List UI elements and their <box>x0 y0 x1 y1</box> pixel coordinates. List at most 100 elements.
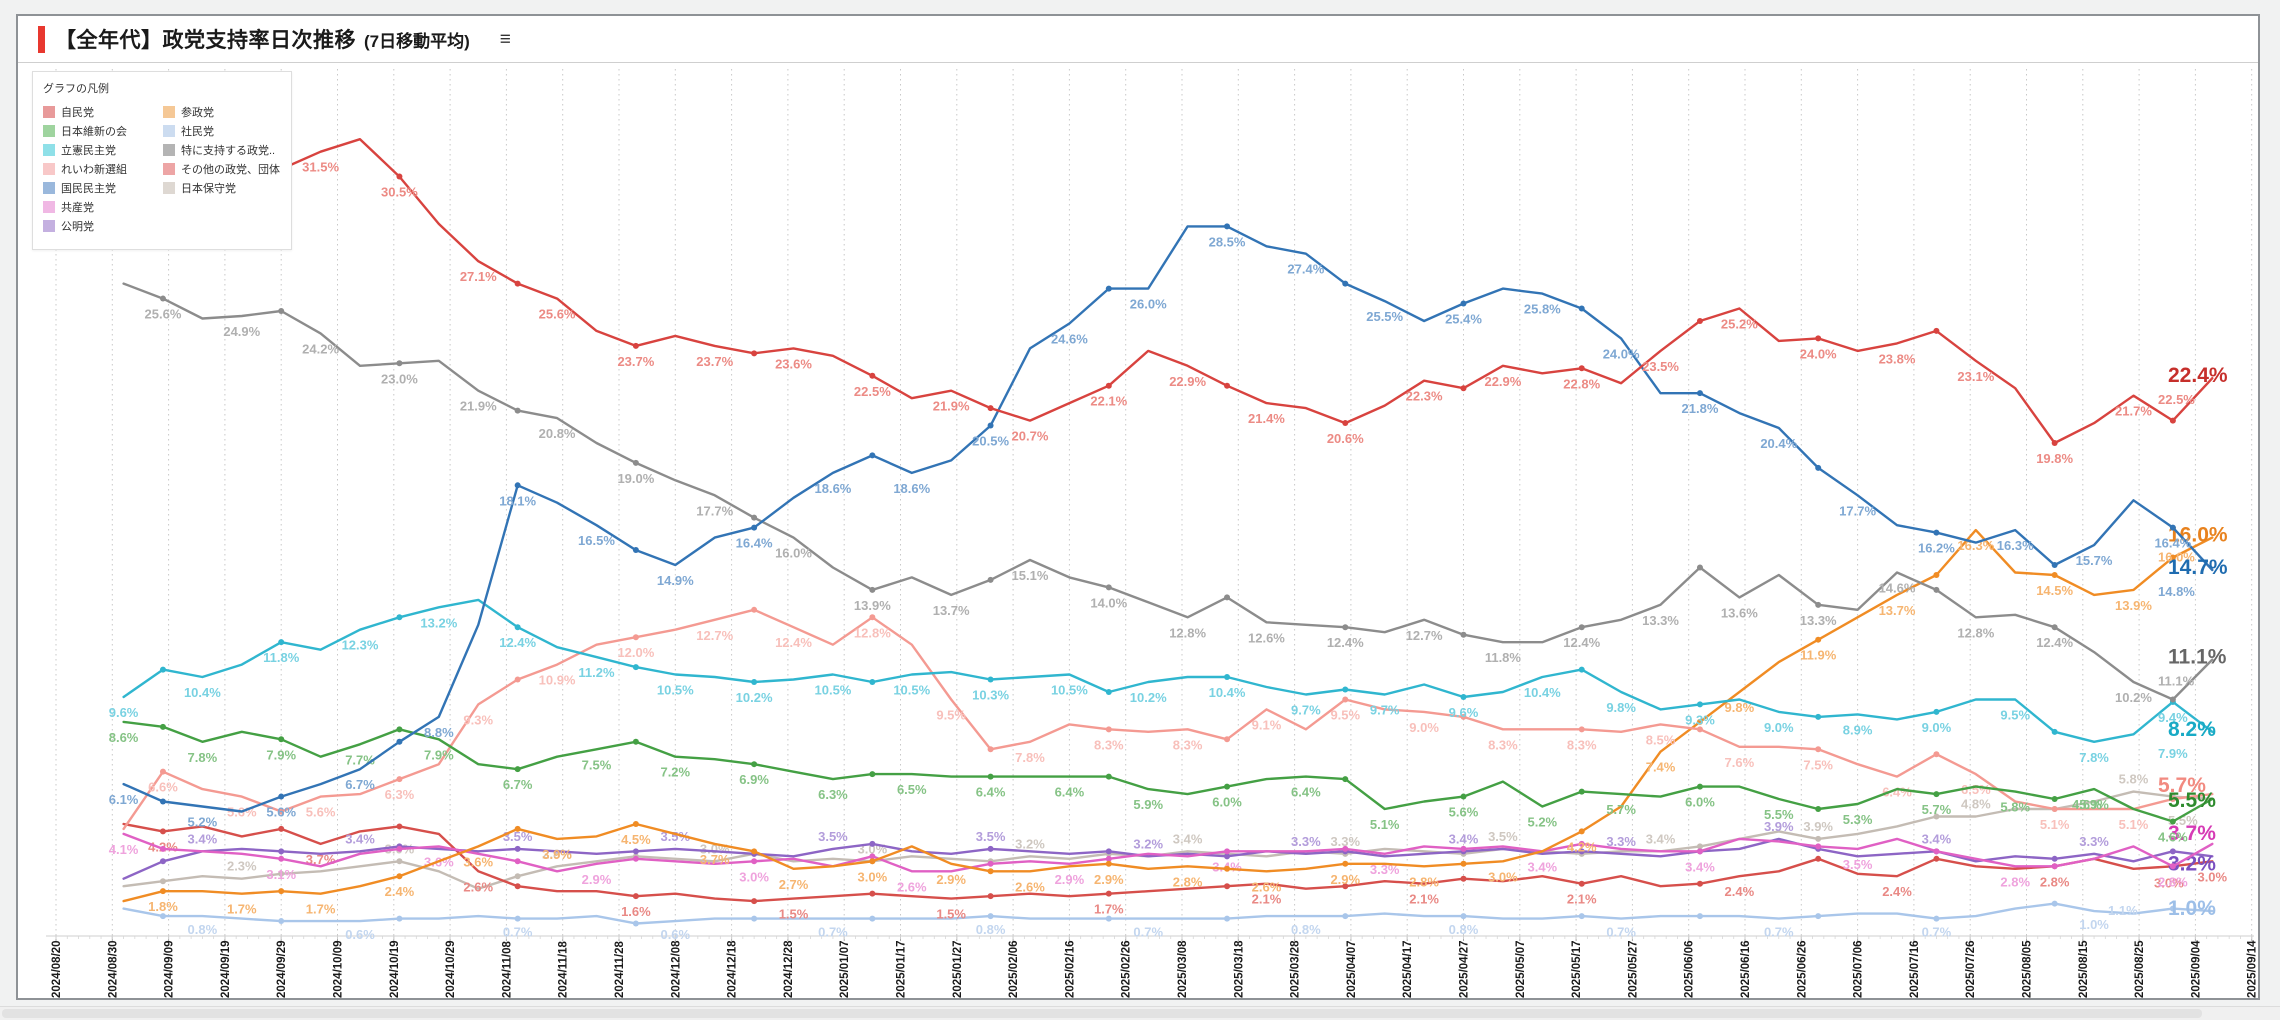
svg-text:9.6%: 9.6% <box>1449 705 1479 720</box>
svg-text:4.6%: 4.6% <box>2072 797 2102 812</box>
svg-text:6.3%: 6.3% <box>818 787 848 802</box>
svg-text:9.5%: 9.5% <box>936 707 966 722</box>
svg-text:7.5%: 7.5% <box>582 757 612 772</box>
svg-text:2.8%: 2.8% <box>2158 874 2188 889</box>
svg-text:5.2%: 5.2% <box>1527 815 1557 830</box>
svg-text:3.7%: 3.7% <box>2168 822 2216 845</box>
svg-text:3.5%: 3.5% <box>818 829 848 844</box>
svg-text:2.9%: 2.9% <box>582 872 612 887</box>
svg-text:26.0%: 26.0% <box>1130 297 1167 312</box>
svg-text:9.7%: 9.7% <box>1291 702 1321 717</box>
page-title: 【全年代】政党支持率日次推移 <box>55 29 356 52</box>
svg-text:21.8%: 21.8% <box>1682 401 1719 416</box>
svg-text:9.6%: 9.6% <box>109 705 139 720</box>
svg-text:20.4%: 20.4% <box>1760 436 1797 451</box>
svg-text:2.6%: 2.6% <box>1015 879 1045 894</box>
legend-swatch <box>43 200 55 213</box>
legend-item: 日本維新の会 <box>43 121 163 140</box>
legend-item: 公明党 <box>43 216 163 235</box>
svg-text:16.4%: 16.4% <box>2154 536 2191 551</box>
svg-text:10.5%: 10.5% <box>1051 683 1088 698</box>
svg-text:22.5%: 22.5% <box>854 384 891 399</box>
svg-text:5.8%: 5.8% <box>2000 800 2030 815</box>
svg-text:14.8%: 14.8% <box>2158 584 2195 599</box>
svg-text:2.8%: 2.8% <box>1409 874 1439 889</box>
svg-text:2024/09/29: 2024/09/29 <box>276 940 288 998</box>
svg-text:10.2%: 10.2% <box>2115 690 2152 705</box>
legend-label: 自民党 <box>61 106 94 119</box>
svg-text:23.5%: 23.5% <box>1642 359 1679 374</box>
svg-text:3.4%: 3.4% <box>1646 831 1676 846</box>
svg-text:0.8%: 0.8% <box>976 922 1006 937</box>
svg-text:2025/01/17: 2025/01/17 <box>896 940 908 998</box>
svg-text:9.0%: 9.0% <box>1764 720 1794 735</box>
svg-text:2025/06/16: 2025/06/16 <box>1740 940 1752 998</box>
svg-text:0.6%: 0.6% <box>660 927 690 942</box>
svg-text:12.3%: 12.3% <box>342 638 379 653</box>
svg-text:12.4%: 12.4% <box>1327 635 1364 650</box>
legend-swatch <box>163 124 175 137</box>
svg-text:10.5%: 10.5% <box>893 683 930 698</box>
svg-text:2.1%: 2.1% <box>1252 892 1282 907</box>
svg-text:9.7%: 9.7% <box>1370 702 1400 717</box>
svg-text:6.4%: 6.4% <box>1882 785 1912 800</box>
svg-text:6.0%: 6.0% <box>1212 795 1242 810</box>
svg-text:24.6%: 24.6% <box>1051 331 1088 346</box>
svg-text:18.1%: 18.1% <box>499 493 536 508</box>
svg-text:14.9%: 14.9% <box>657 573 694 588</box>
svg-text:3.4%: 3.4% <box>345 831 375 846</box>
legend-label: 国民民主党 <box>61 182 116 195</box>
svg-text:2024/11/28: 2024/11/28 <box>614 940 626 998</box>
svg-text:10.4%: 10.4% <box>1524 685 1561 700</box>
legend-label: 社民党 <box>181 125 214 138</box>
chart-area: 2024/08/20 2024/08/30 2024/09/09 2024/09/19… <box>18 63 2258 998</box>
svg-text:12.7%: 12.7% <box>696 628 733 643</box>
legend-title: グラフの凡例 <box>43 83 109 95</box>
horizontal-scrollbar[interactable] <box>0 1006 2280 1020</box>
svg-text:2025/01/27: 2025/01/27 <box>952 940 964 998</box>
svg-text:10.3%: 10.3% <box>972 688 1009 703</box>
svg-text:24.0%: 24.0% <box>1603 346 1640 361</box>
svg-text:2024/12/18: 2024/12/18 <box>727 940 739 998</box>
legend-item: 特に支持する政党.. <box>163 140 283 159</box>
svg-text:10.5%: 10.5% <box>815 683 852 698</box>
hamburger-menu-icon[interactable]: ≡ <box>499 28 511 50</box>
svg-text:9.3%: 9.3% <box>1685 712 1715 727</box>
legend-columns: 自民党 日本維新の会 立憲民主党 れいわ新選組 国民民主党 共産党 公明党 参政党 社民党 特に支… <box>43 102 283 235</box>
svg-text:4.1%: 4.1% <box>109 842 139 857</box>
legend-item: れいわ新選組 <box>43 159 163 178</box>
horizontal-scrollbar-thumb[interactable] <box>2 1009 2202 1018</box>
svg-text:11.1%: 11.1% <box>2168 646 2227 669</box>
svg-text:8.9%: 8.9% <box>1843 722 1873 737</box>
svg-text:3.5%: 3.5% <box>1843 857 1873 872</box>
svg-text:3.4%: 3.4% <box>1449 831 1479 846</box>
svg-text:19.0%: 19.0% <box>617 471 654 486</box>
svg-text:2025/07/16: 2025/07/16 <box>1909 940 1921 998</box>
svg-text:2.4%: 2.4% <box>385 884 415 899</box>
svg-text:0.7%: 0.7% <box>503 925 533 940</box>
svg-text:3.4%: 3.4% <box>1173 831 1203 846</box>
line-chart-svg[interactable]: 2024/08/20 2024/08/30 2024/09/09 2024/09/19… <box>18 63 2258 1003</box>
svg-text:2024/08/30: 2024/08/30 <box>107 940 119 998</box>
svg-text:9.5%: 9.5% <box>2000 707 2030 722</box>
svg-text:22.1%: 22.1% <box>1090 394 1127 409</box>
svg-text:10.4%: 10.4% <box>1209 685 1246 700</box>
svg-text:20.7%: 20.7% <box>1012 429 1049 444</box>
svg-text:5.5%: 5.5% <box>1764 807 1794 822</box>
svg-text:2.6%: 2.6% <box>463 879 493 894</box>
svg-text:3.2%: 3.2% <box>1015 836 1045 851</box>
svg-text:28.5%: 28.5% <box>1209 234 1246 249</box>
svg-text:5.3%: 5.3% <box>1843 812 1873 827</box>
svg-text:4.5%: 4.5% <box>621 832 651 847</box>
svg-text:16.0%: 16.0% <box>2158 550 2195 565</box>
svg-text:6.4%: 6.4% <box>976 785 1006 800</box>
svg-text:18.6%: 18.6% <box>815 481 852 496</box>
svg-text:10.2%: 10.2% <box>1130 690 1167 705</box>
svg-text:2.1%: 2.1% <box>1567 892 1597 907</box>
svg-text:8.3%: 8.3% <box>1488 737 1518 752</box>
svg-text:10.4%: 10.4% <box>184 685 221 700</box>
svg-text:7.9%: 7.9% <box>266 747 296 762</box>
svg-text:1.5%: 1.5% <box>936 907 966 922</box>
legend-swatch <box>43 124 55 137</box>
svg-text:2024/08/20: 2024/08/20 <box>51 940 63 998</box>
